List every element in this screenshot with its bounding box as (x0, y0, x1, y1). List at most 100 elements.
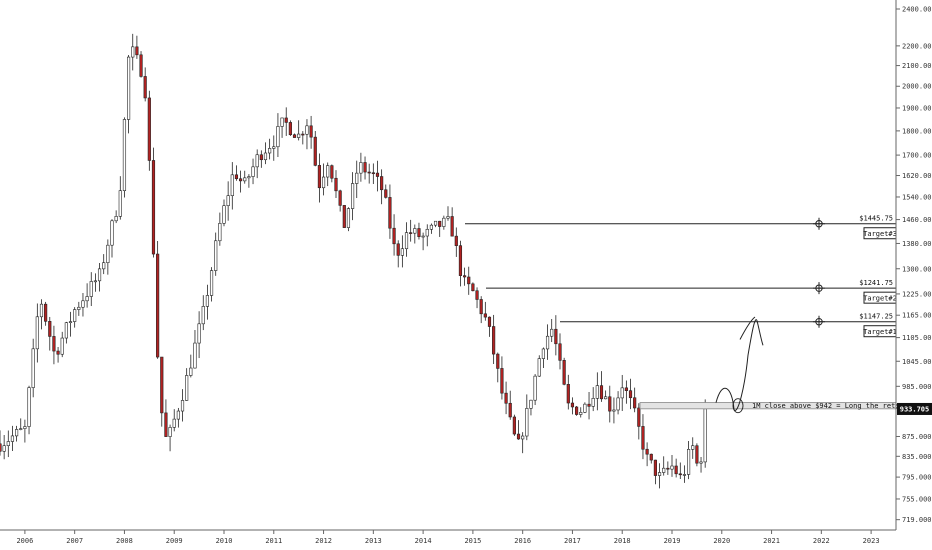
candle-body-up[interactable] (604, 396, 608, 400)
candle-body-up[interactable] (68, 321, 73, 323)
candle-body-down[interactable] (334, 177, 338, 192)
candle-body-down[interactable] (624, 387, 628, 391)
candle-body-down[interactable] (562, 360, 566, 385)
candle-body-up[interactable] (214, 240, 218, 271)
candle-body-up[interactable] (583, 403, 587, 413)
candle-body-down[interactable] (156, 253, 160, 358)
candle-body-down[interactable] (471, 283, 475, 292)
candle-body-down[interactable] (56, 350, 60, 355)
candle-body-up[interactable] (595, 385, 599, 399)
candle-body-up[interactable] (433, 220, 438, 226)
candle-body-up[interactable] (23, 426, 27, 429)
candle-body-down[interactable] (641, 426, 645, 450)
candle-body-up[interactable] (326, 165, 330, 178)
candle-body-down[interactable] (375, 172, 380, 177)
candle-body-up[interactable] (77, 306, 81, 310)
candle-body-up[interactable] (172, 418, 176, 428)
candle-body-down[interactable] (151, 160, 156, 255)
candle-body-up[interactable] (280, 117, 284, 127)
x-axis[interactable]: 2006 2007 2008 2009 2010 2011 2012 2013 2014 2015… (16, 530, 880, 545)
candle-body-up[interactable] (616, 397, 620, 411)
candle-body-down[interactable] (479, 299, 483, 315)
candle-body-up[interactable] (425, 228, 429, 237)
candle-body-up[interactable] (255, 154, 259, 168)
candle-body-up[interactable] (201, 306, 205, 325)
candle-body-up[interactable] (442, 217, 446, 227)
candle-body-up[interactable] (251, 166, 255, 177)
candle-body-down[interactable] (570, 402, 575, 408)
candlestick-series[interactable] (0, 33, 707, 489)
candle-body-down[interactable] (554, 328, 558, 345)
candle-body-down[interactable] (575, 406, 579, 415)
candle-body-down[interactable] (475, 290, 479, 300)
candle-body-up[interactable] (39, 303, 44, 318)
candle-body-up[interactable] (413, 228, 417, 234)
candle-body-up[interactable] (691, 445, 695, 450)
candle-body-up[interactable] (446, 216, 450, 219)
candle-body-down[interactable] (417, 228, 421, 237)
candle-body-down[interactable] (380, 176, 384, 191)
candle-body-down[interactable] (608, 396, 612, 412)
candle-body-up[interactable] (189, 367, 193, 376)
candle-body-down[interactable] (313, 136, 317, 166)
candle-body-down[interactable] (147, 97, 151, 161)
candle-body-up[interactable] (346, 208, 351, 228)
candle-body-up[interactable] (247, 176, 251, 179)
candle-body-down[interactable] (500, 368, 504, 394)
candle-body-down[interactable] (463, 275, 467, 278)
candle-body-up[interactable] (550, 328, 554, 337)
candle-body-down[interactable] (496, 353, 500, 369)
candle-body-down[interactable] (338, 190, 342, 206)
candle-body-up[interactable] (703, 408, 707, 463)
candle-body-down[interactable] (487, 316, 492, 327)
candle-body-up[interactable] (193, 342, 197, 369)
candle-body-up[interactable] (421, 235, 425, 238)
candle-body-up[interactable] (521, 435, 525, 440)
candle-body-up[interactable] (662, 467, 666, 473)
candle-body-up[interactable] (110, 220, 114, 246)
candle-body-down[interactable] (438, 220, 442, 227)
candle-body-up[interactable] (168, 427, 172, 437)
candle-body-up[interactable] (359, 162, 363, 174)
candle-body-up[interactable] (682, 474, 687, 476)
candle-body-up[interactable] (106, 244, 110, 264)
candle-body-up[interactable] (64, 322, 68, 339)
candle-body-up[interactable] (670, 465, 674, 470)
candle-body-down[interactable] (392, 227, 396, 245)
candle-body-up[interactable] (218, 223, 222, 242)
candle-body-up[interactable] (122, 119, 127, 191)
candle-body-up[interactable] (60, 337, 64, 355)
candle-body-down[interactable] (649, 453, 653, 461)
candle-body-up[interactable] (355, 172, 359, 184)
candle-body-down[interactable] (342, 205, 346, 228)
candle-body-down[interactable] (388, 197, 392, 229)
candle-body-down[interactable] (695, 445, 699, 464)
candle-body-down[interactable] (160, 356, 164, 414)
candle-body-up[interactable] (305, 125, 309, 135)
candle-body-down[interactable] (645, 448, 649, 455)
candle-body-down[interactable] (301, 133, 305, 136)
candle-body-down[interactable] (384, 189, 388, 198)
candle-body-up[interactable] (297, 133, 301, 138)
candle-body-down[interactable] (396, 243, 400, 256)
candle-body-up[interactable] (2, 445, 6, 452)
candle-body-up[interactable] (185, 375, 189, 401)
candle-body-up[interactable] (620, 387, 624, 399)
candle-body-down[interactable] (409, 232, 413, 234)
candle-body-up[interactable] (276, 126, 280, 148)
candle-body-up[interactable] (118, 190, 122, 217)
candle-body-down[interactable] (371, 172, 375, 175)
candle-body-down[interactable] (239, 178, 243, 182)
candle-body-down[interactable] (450, 216, 454, 237)
candle-body-up[interactable] (404, 232, 409, 250)
candle-body-down[interactable] (288, 122, 292, 136)
candle-body-down[interactable] (566, 384, 570, 404)
candle-body-up[interactable] (525, 408, 529, 437)
candle-body-up[interactable] (272, 146, 276, 149)
candle-body-up[interactable] (31, 348, 35, 388)
candle-body-down[interactable] (674, 465, 678, 475)
candle-body-up[interactable] (429, 224, 433, 230)
candle-body-down[interactable] (653, 459, 657, 476)
candle-body-up[interactable] (180, 400, 185, 412)
candle-body-up[interactable] (97, 268, 102, 282)
